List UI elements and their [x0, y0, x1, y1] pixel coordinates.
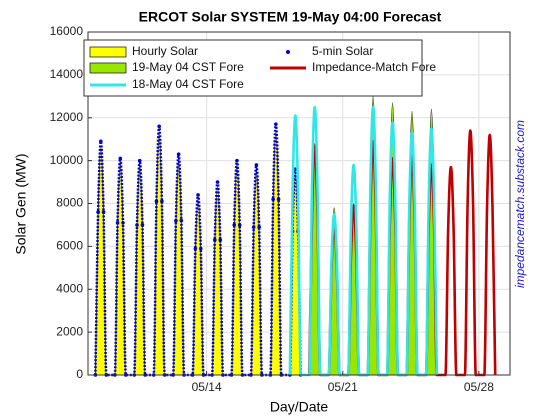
point — [157, 124, 161, 129]
y-tick-label: 0 — [76, 367, 83, 381]
x-axis-label: Day/Date — [270, 399, 329, 415]
point — [218, 238, 223, 242]
line — [94, 122, 302, 377]
legend-swatch — [89, 62, 127, 74]
x-tick-label: 05/21 — [328, 380, 358, 394]
y-tick-label: 4000 — [56, 281, 83, 295]
y-tick-label: 16000 — [50, 24, 84, 38]
point — [232, 223, 237, 227]
point — [235, 158, 239, 163]
point — [254, 163, 259, 167]
point — [137, 158, 142, 163]
point — [193, 246, 198, 251]
legend-label: 18-May 04 CST Fore — [132, 77, 244, 91]
y-tick-label: 2000 — [56, 324, 83, 338]
y-tick-label: 14000 — [50, 67, 84, 81]
point — [160, 199, 164, 204]
point — [212, 238, 217, 242]
y-tick-label: 12000 — [50, 110, 84, 124]
legend-label: Hourly Solar — [132, 44, 198, 58]
point — [251, 225, 256, 229]
legend: Hourly Solar 5-min Solar 19-May 04 CST For… — [83, 39, 436, 97]
y-tick-label: 10000 — [50, 153, 84, 167]
point — [198, 246, 203, 251]
legend-label: 19-May 04 CST Fore — [132, 60, 244, 74]
point — [154, 199, 159, 204]
annotation: impedancematch.substack.com — [513, 120, 527, 288]
x-tick-label: 05/14 — [192, 380, 222, 394]
point — [176, 152, 181, 156]
point — [135, 223, 139, 227]
point — [121, 220, 125, 225]
plot-area — [93, 95, 497, 377]
point — [115, 220, 120, 225]
y-tick-label: 6000 — [56, 239, 83, 253]
legend-swatch — [286, 50, 290, 54]
chart-title: ERCOT Solar SYSTEM 19-May 04:00 Forecast — [139, 9, 442, 25]
legend-swatch — [89, 46, 127, 58]
point — [271, 197, 275, 202]
point — [99, 139, 103, 144]
legend-label: Impedance-Match Fore — [312, 60, 436, 74]
point — [215, 180, 220, 184]
point — [179, 218, 184, 223]
point — [257, 225, 261, 229]
point — [237, 223, 242, 227]
y-tick-label: 8000 — [56, 196, 83, 210]
point — [101, 210, 106, 214]
point — [174, 218, 178, 223]
legend-box — [83, 39, 423, 97]
point — [276, 197, 281, 202]
point — [274, 122, 278, 126]
point — [118, 156, 123, 161]
point — [140, 223, 145, 227]
x-tick-label: 05/28 — [464, 380, 494, 394]
y-axis-label: Solar Gen (MW) — [13, 153, 29, 254]
legend-label: 5-min Solar — [312, 44, 373, 58]
point — [196, 193, 200, 197]
ticks: 0 2000 4000 6000 8000 10000 12000 14000 16000 05/… — [50, 24, 495, 394]
point — [96, 210, 100, 214]
